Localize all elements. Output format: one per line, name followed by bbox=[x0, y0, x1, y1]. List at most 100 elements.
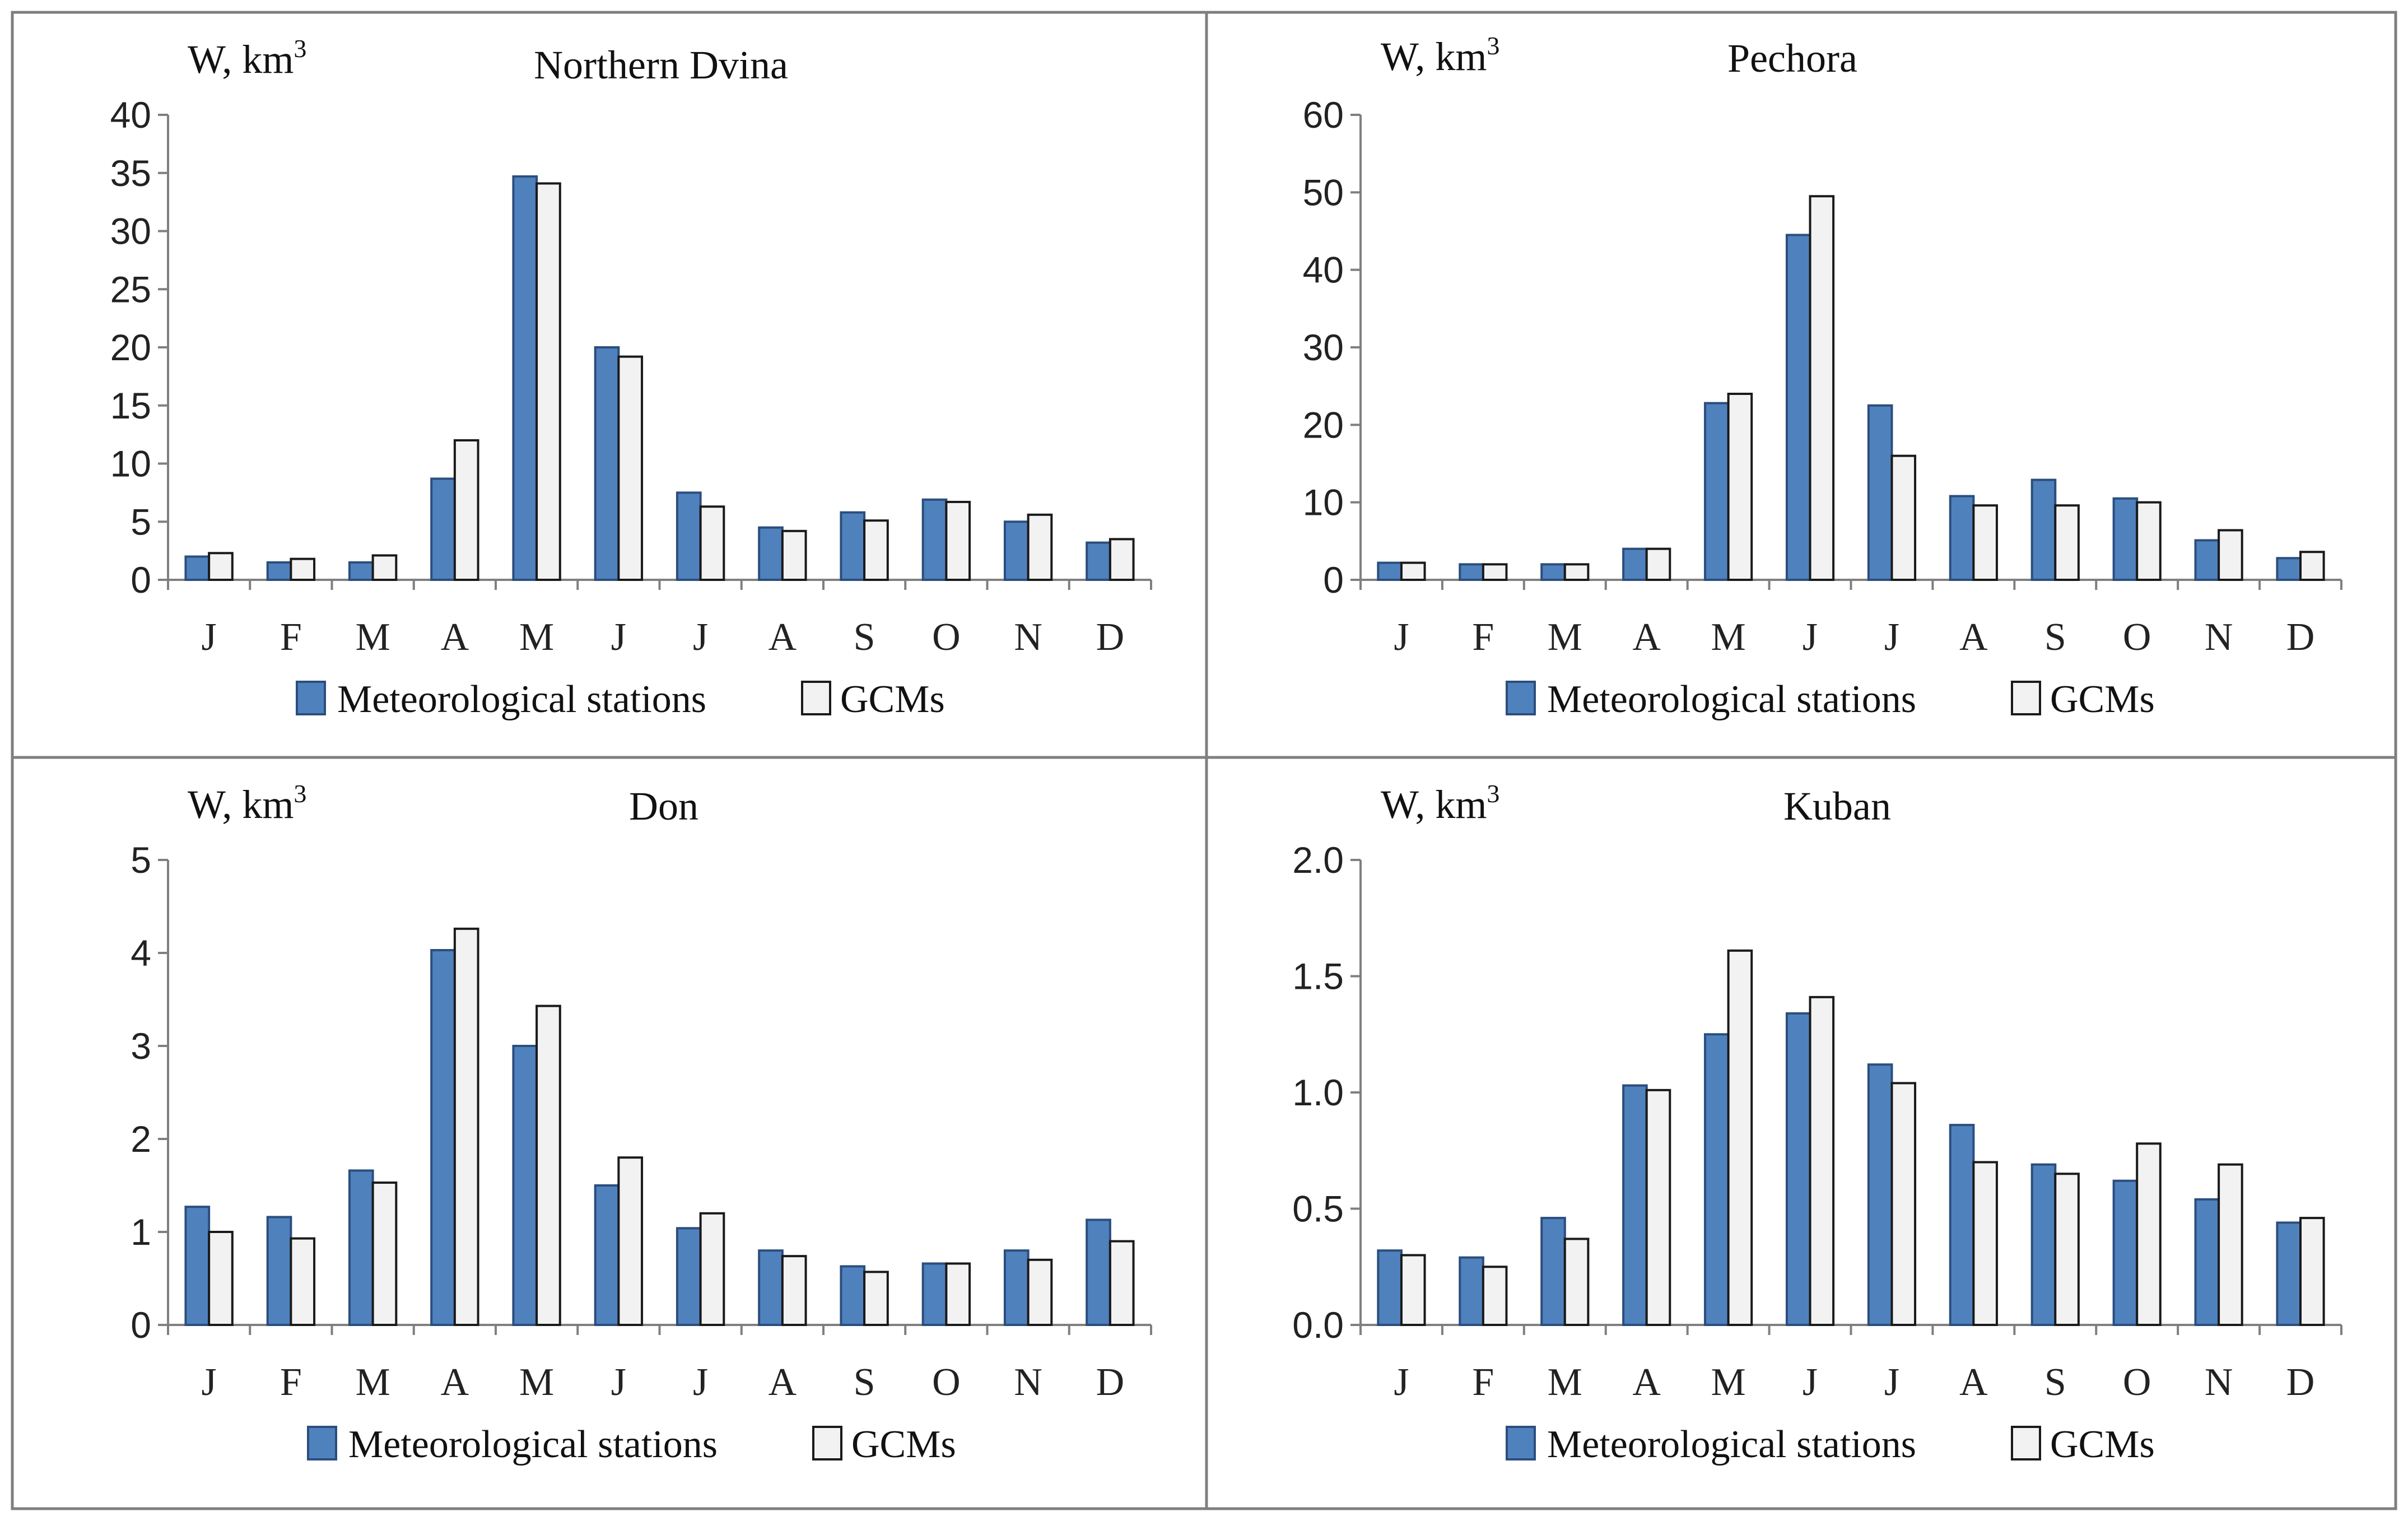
y-tick-label: 30 bbox=[1303, 327, 1344, 368]
x-category-label: D bbox=[1096, 1361, 1125, 1404]
chart-title: Don bbox=[629, 784, 698, 829]
bar-meteorological-stations bbox=[676, 491, 702, 581]
y-tick-label: 1.0 bbox=[1292, 1072, 1344, 1113]
bar-meteorological-stations bbox=[1785, 234, 1811, 581]
bar-gcms bbox=[535, 182, 561, 581]
bar-meteorological-stations bbox=[2194, 539, 2220, 582]
y-tick-label: 25 bbox=[110, 268, 151, 310]
legend-label-gcms: GCMs bbox=[851, 1423, 956, 1466]
bar-gcms bbox=[2299, 551, 2325, 582]
bar-gcms bbox=[1482, 1266, 1508, 1326]
bar-gcms bbox=[1563, 1238, 1590, 1326]
x-category-label: M bbox=[519, 616, 554, 659]
bar-gcms bbox=[1727, 949, 1753, 1326]
bar-gcms bbox=[535, 1004, 561, 1326]
bar-gcms bbox=[371, 1182, 398, 1327]
chart-title: Pechora bbox=[1727, 36, 1857, 81]
bar-meteorological-stations bbox=[1704, 1033, 1730, 1326]
x-category-label: D bbox=[2286, 616, 2315, 659]
chart-title: Northern Dvina bbox=[534, 43, 788, 87]
x-category-label: A bbox=[1959, 616, 1988, 659]
bar-meteorological-stations bbox=[1622, 1084, 1648, 1327]
y-tick-label: 30 bbox=[110, 211, 151, 252]
bar-gcms bbox=[1809, 996, 1835, 1326]
chart-pechora: W, km3 Pechora 0 10 20 30 40 50 60 J F M A M J J A S O N D Me… bbox=[1303, 31, 2342, 721]
bar-meteorological-stations bbox=[1949, 1124, 1975, 1326]
chart-northern-dvina: W, km3 Northern Dvina 0 5 10 15 20 25 30 35 40 J F M A… bbox=[110, 34, 1152, 721]
bar-meteorological-stations bbox=[1867, 1063, 1893, 1326]
legend-label-meteorological-stations: Meteorological stations bbox=[348, 1423, 718, 1466]
bar-gcms bbox=[453, 439, 479, 581]
bar-meteorological-stations bbox=[1003, 1249, 1030, 1326]
y-tick-label: 2 bbox=[131, 1118, 151, 1160]
bar-gcms bbox=[453, 927, 479, 1326]
x-category-label: O bbox=[2123, 1361, 2151, 1404]
x-category-label: S bbox=[854, 616, 875, 659]
bar-gcms bbox=[1809, 195, 1835, 581]
chart-title: Kuban bbox=[1783, 784, 1891, 829]
bar-gcms bbox=[699, 505, 725, 582]
x-category-label: J bbox=[202, 1361, 217, 1404]
bar-meteorological-stations bbox=[594, 346, 620, 581]
y-axis-unit-label: W, km3 bbox=[1381, 779, 1499, 827]
bar-gcms bbox=[2136, 1142, 2162, 1327]
x-category-label: A bbox=[768, 616, 797, 659]
x-category-label: J bbox=[1802, 1361, 1818, 1404]
bar-gcms bbox=[1645, 547, 1671, 582]
y-tick-label: 3 bbox=[131, 1025, 151, 1067]
bar-meteorological-stations bbox=[2194, 1198, 2220, 1326]
legend-swatch-meteorological-stations bbox=[307, 1426, 337, 1460]
legend-swatch-gcms bbox=[2011, 1426, 2041, 1460]
x-category-label: M bbox=[1711, 616, 1746, 659]
bar-gcms bbox=[1972, 1161, 1998, 1326]
bar-gcms bbox=[1482, 563, 1508, 581]
y-tick-label: 0 bbox=[1323, 559, 1344, 601]
bar-meteorological-stations bbox=[2276, 1221, 2302, 1326]
x-category-label: O bbox=[932, 1361, 961, 1404]
bar-meteorological-stations bbox=[2030, 1163, 2057, 1326]
x-category-label: N bbox=[1014, 1361, 1042, 1404]
y-tick-label: 40 bbox=[1303, 249, 1344, 291]
x-category-label: N bbox=[2205, 616, 2233, 659]
bar-meteorological-stations bbox=[266, 1216, 292, 1326]
bar-meteorological-stations bbox=[1867, 404, 1893, 581]
bar-gcms bbox=[1890, 1082, 1917, 1327]
x-category-label: A bbox=[1632, 1361, 1661, 1404]
outer-border bbox=[11, 11, 2397, 1510]
x-category-label: A bbox=[1632, 616, 1661, 659]
bar-gcms bbox=[2136, 501, 2162, 582]
x-category-label: M bbox=[1548, 616, 1582, 659]
bar-meteorological-stations bbox=[1540, 563, 1566, 581]
bar-gcms bbox=[617, 1156, 644, 1326]
x-category-label: S bbox=[854, 1361, 875, 1404]
x-category-label: F bbox=[280, 1361, 302, 1404]
bar-gcms bbox=[208, 1231, 234, 1326]
bar-gcms bbox=[945, 500, 971, 581]
bar-meteorological-stations bbox=[1377, 1249, 1403, 1326]
y-tick-label: 20 bbox=[1303, 404, 1344, 445]
bar-gcms bbox=[208, 552, 234, 582]
bar-meteorological-stations bbox=[2112, 1179, 2139, 1326]
x-category-label: F bbox=[1472, 1361, 1494, 1404]
x-category-label: A bbox=[441, 616, 469, 659]
chart-don: W, km3 Don 0 1 2 3 4 5 J F M A M J J A S O N D Meteorologica… bbox=[131, 779, 1152, 1466]
bar-meteorological-stations bbox=[921, 498, 948, 582]
x-category-label: J bbox=[1884, 616, 1899, 659]
legend-label-meteorological-stations: Meteorological stations bbox=[337, 678, 706, 721]
x-category-label: A bbox=[1959, 1361, 1988, 1404]
bar-meteorological-stations bbox=[921, 1262, 948, 1326]
y-tick-label: 0 bbox=[131, 559, 151, 601]
bar-gcms bbox=[1400, 561, 1426, 581]
bar-gcms bbox=[290, 1237, 316, 1327]
y-tick-label: 10 bbox=[1303, 482, 1344, 523]
x-category-label: S bbox=[2044, 616, 2066, 659]
x-category-label: J bbox=[1394, 616, 1409, 659]
legend-label-gcms: GCMs bbox=[840, 678, 945, 721]
bar-gcms bbox=[1108, 1240, 1135, 1327]
bar-gcms bbox=[1563, 563, 1590, 581]
bar-gcms bbox=[945, 1262, 971, 1326]
x-category-label: F bbox=[280, 616, 302, 659]
x-category-label: F bbox=[1472, 616, 1494, 659]
